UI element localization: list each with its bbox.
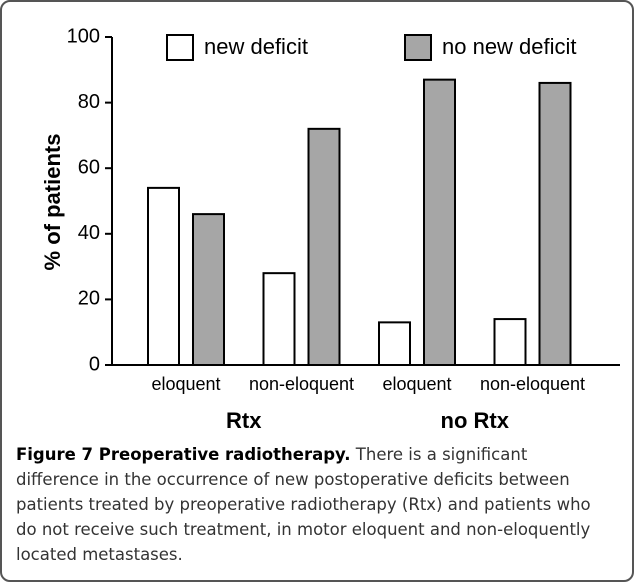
caption: Figure 7 Preoperative radiotherapy. Ther… xyxy=(16,442,626,567)
bar xyxy=(493,318,527,366)
y-tick-label: 100 xyxy=(67,25,100,47)
caption-line: located metastases. xyxy=(16,545,183,564)
caption-line: difference in the occurrence of new post… xyxy=(16,470,570,489)
legend-swatch xyxy=(404,34,432,61)
caption-line: There is a significant xyxy=(355,445,528,464)
legend-swatch xyxy=(166,34,194,61)
bar xyxy=(147,186,180,366)
bar xyxy=(262,272,296,366)
x-tick-label: eloquent xyxy=(151,374,220,394)
x-tick-label: eloquent xyxy=(382,374,451,394)
y-tick-label: 80 xyxy=(78,91,100,113)
chart: % of patients 0 20 40 60 80 100 new deficit no … xyxy=(40,25,620,433)
bar xyxy=(192,213,225,366)
legend-label: new deficit xyxy=(204,34,308,59)
y-tick-label: 0 xyxy=(89,353,100,375)
caption-line: do not receive such treatment, in motor … xyxy=(16,520,591,539)
caption-line: patients treated by preoperative radioth… xyxy=(16,495,591,514)
group-label: Rtx xyxy=(226,408,262,433)
bar xyxy=(307,127,341,366)
x-tick-label: non-eloquent xyxy=(480,374,585,394)
y-tick-label: 20 xyxy=(78,288,100,310)
y-tick-label: 40 xyxy=(78,222,100,244)
bar xyxy=(378,321,411,366)
legend-label: no new deficit xyxy=(442,34,577,59)
bar xyxy=(423,78,456,366)
x-tick-label: non-eloquent xyxy=(249,374,354,394)
group-label: no Rtx xyxy=(441,408,510,433)
caption-title: Figure 7 Preoperative radiotherapy. xyxy=(16,445,351,464)
y-tick-label: 60 xyxy=(78,156,100,178)
y-axis-label: % of patients xyxy=(40,134,65,271)
bar xyxy=(538,81,572,366)
